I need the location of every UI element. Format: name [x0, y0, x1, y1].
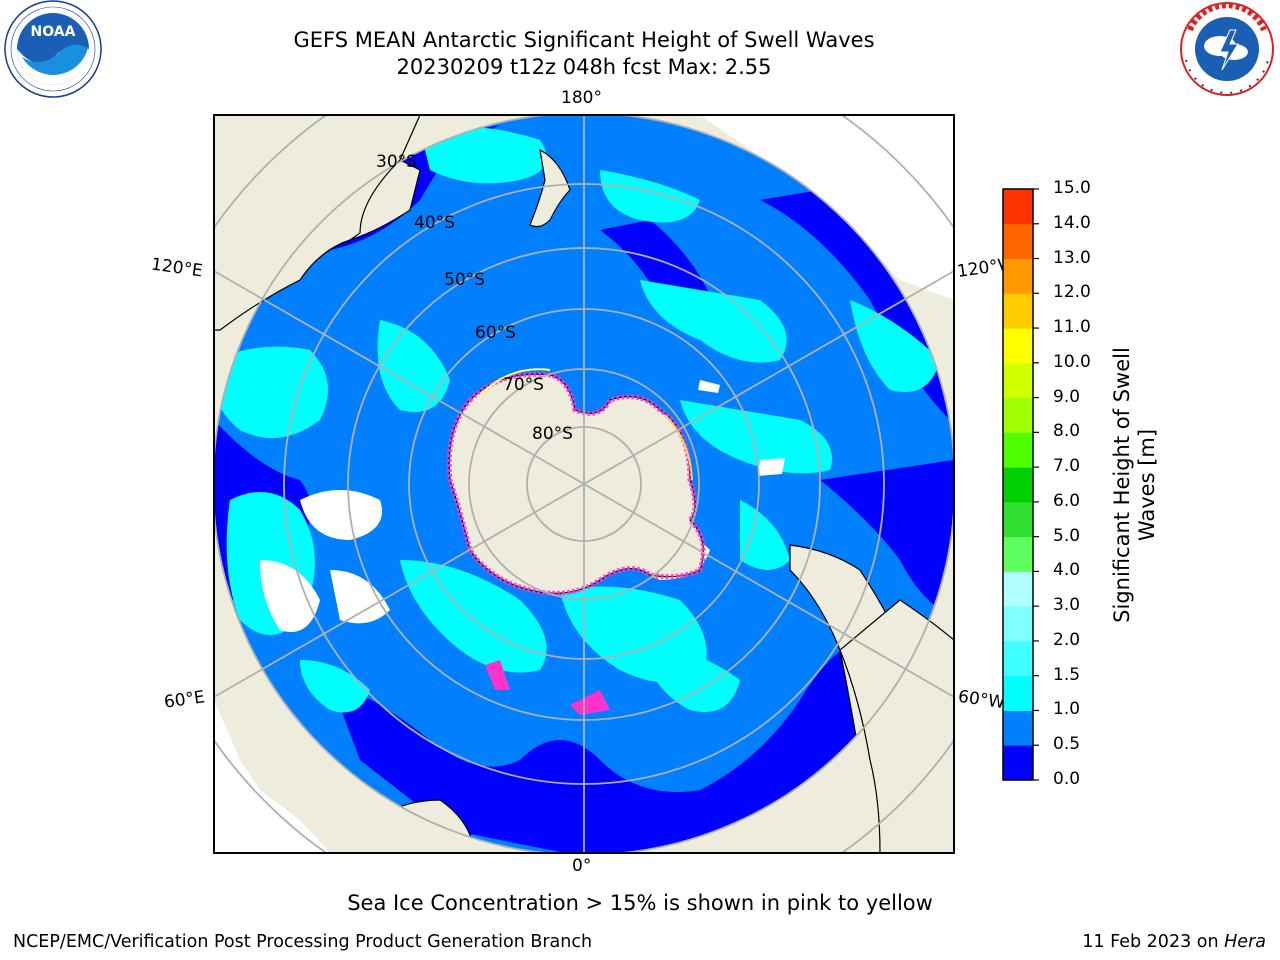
- colorbar-tick-label: 10.0: [1053, 351, 1091, 372]
- colorbar-tick-label: 7.0: [1053, 456, 1081, 477]
- colorbar-tick-label: 6.0: [1053, 490, 1081, 511]
- colorbar-tick-label: 9.0: [1053, 386, 1081, 407]
- colorbar-segment: [1003, 293, 1033, 329]
- colorbar-label: Significant Height of Swell Waves [m]: [1110, 320, 1160, 650]
- caption: Sea Ice Concentration > 15% is shown in …: [347, 891, 933, 915]
- colorbar-segment: [1003, 571, 1033, 607]
- lat-label-50s: 50°S: [444, 270, 485, 290]
- lat-label-30s: 30°S: [376, 152, 417, 172]
- colorbar-segment: [1003, 536, 1033, 572]
- lon-label-bottom: 0°: [572, 856, 592, 876]
- lat-label-70s: 70°S: [503, 375, 544, 395]
- colorbar-tick-label: 14.0: [1053, 212, 1091, 233]
- lat-label-60s: 60°S: [475, 323, 516, 343]
- footer-date-text: 11 Feb 2023 on: [1082, 932, 1225, 952]
- colorbar-segment: [1003, 675, 1033, 711]
- colorbar-tick-label: 11.0: [1053, 317, 1091, 338]
- colorbar-tick-label: 0.0: [1053, 769, 1081, 789]
- colorbar-tick-label: 0.5: [1053, 734, 1081, 755]
- colorbar-segment: [1003, 258, 1033, 294]
- chart-title: GEFS MEAN Antarctic Significant Height o…: [293, 28, 875, 52]
- graticule: [214, 115, 954, 853]
- lon-label-top: 180°: [561, 88, 602, 108]
- colorbar-frame: [1002, 188, 1034, 781]
- colorbar-tick-label: 4.0: [1053, 560, 1081, 581]
- colorbar-segment: [1003, 397, 1033, 433]
- colorbar-segment: [1003, 223, 1033, 260]
- colorbar-segment: [1003, 432, 1033, 468]
- colorbar-tick-label: 1.0: [1053, 699, 1081, 720]
- colorbar-label-line2: Waves [m]: [1135, 428, 1159, 542]
- footer-credit: NCEP/EMC/Verification Post Processing Pr…: [13, 932, 593, 952]
- colorbar-segment: [1003, 606, 1033, 642]
- colorbar-segment: [1003, 328, 1033, 364]
- colorbar-tick-label: 5.0: [1053, 525, 1081, 546]
- colorbar-tick-label: 13.0: [1053, 247, 1091, 268]
- colorbar-segment: [1003, 640, 1033, 677]
- noaa-logo: NOAA: [4, 0, 102, 98]
- footer-machine: Hera: [1224, 932, 1266, 952]
- colorbar-segment: [1003, 362, 1033, 399]
- noaa-logo-text: NOAA: [31, 24, 76, 40]
- colorbar-tick-label: 12.0: [1053, 282, 1091, 303]
- nws-logo: [1180, 2, 1274, 96]
- lat-label-40s: 40°S: [414, 213, 455, 233]
- colorbar-segment: [1003, 501, 1033, 538]
- colorbar-tick-label: 8.0: [1053, 421, 1081, 442]
- colorbar-tick-label: 15.0: [1053, 178, 1091, 198]
- footer-date: 11 Feb 2023 on Hera: [1082, 932, 1266, 952]
- colorbar-segment: [1003, 189, 1033, 225]
- colorbar-tick-label: 3.0: [1053, 595, 1081, 616]
- colorbar-tick-label: 1.5: [1053, 664, 1081, 685]
- colorbar-label-line1: Significant Height of Swell: [1110, 347, 1134, 623]
- colorbar-tick-label: 2.0: [1053, 629, 1081, 650]
- colorbar-segment: [1003, 745, 1033, 781]
- colorbar-segment: [1003, 710, 1033, 746]
- lat-label-80s: 80°S: [532, 424, 573, 444]
- chart-subtitle: 20230209 t12z 048h fcst Max: 2.55: [396, 55, 772, 79]
- map-frame: [213, 114, 955, 854]
- colorbar-segment: [1003, 467, 1033, 503]
